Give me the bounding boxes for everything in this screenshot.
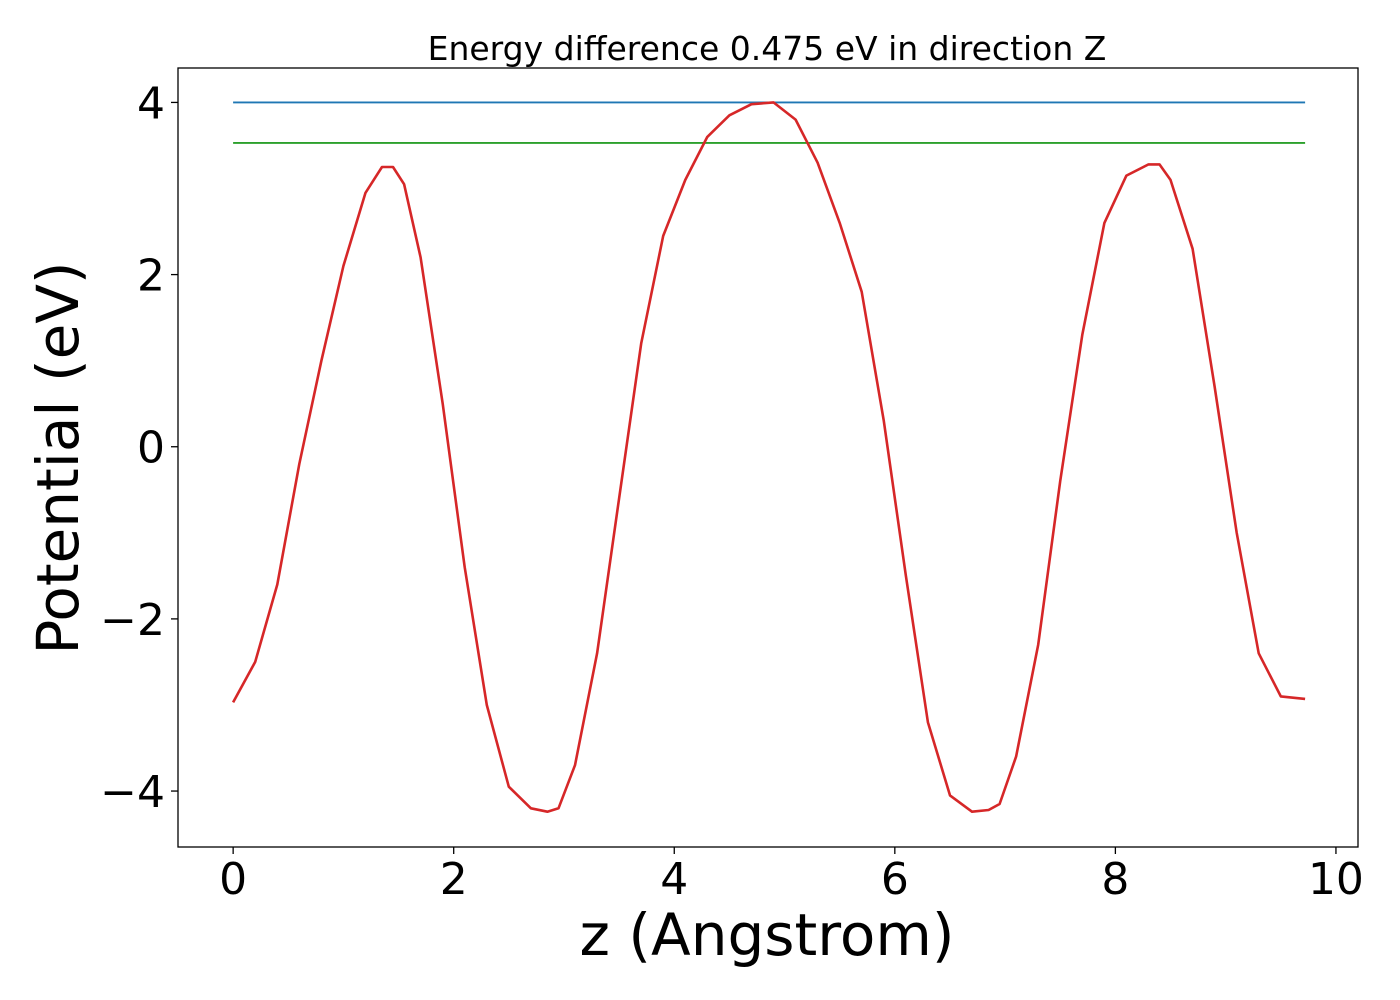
plot-frame (177, 67, 1359, 848)
x-axis-label: z (Angstrom) (580, 901, 955, 969)
x-tick-label: 0 (219, 854, 247, 905)
y-tick-label: 2 (137, 251, 165, 302)
chart-title: Energy difference 0.475 eV in direction … (428, 29, 1107, 68)
y-tick-label: −4 (100, 767, 165, 818)
plot-area: 0 2 4 6 8 10 −4 −2 0 2 4 (100, 67, 1364, 905)
x-tick-label: 6 (881, 854, 909, 905)
y-tick-label: 4 (137, 78, 165, 129)
y-axis-label: Potential (eV) (24, 261, 92, 654)
x-tick-label: 4 (660, 854, 688, 905)
x-tick-label: 8 (1101, 854, 1129, 905)
series-line-3 (231, 101, 1306, 814)
x-tick-label: 10 (1308, 854, 1364, 905)
y-tick-label: 0 (137, 423, 165, 474)
y-tick-label: −2 (100, 595, 165, 646)
x-tick-label: 2 (440, 854, 468, 905)
